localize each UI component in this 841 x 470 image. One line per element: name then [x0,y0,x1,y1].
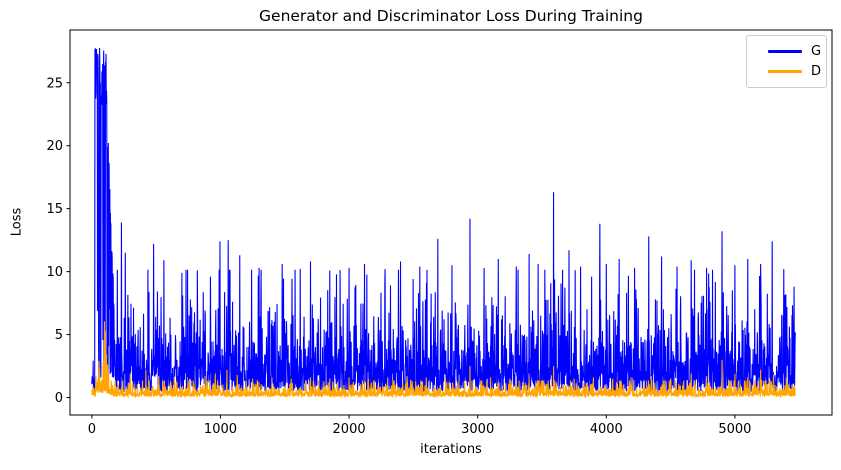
x-tick-label: 2000 [333,422,366,437]
series-D-line [91,321,796,399]
legend-label-g: G [811,44,822,59]
legend-label-d: D [811,64,822,79]
legend-entry-g: G [768,45,826,58]
y-tick-label: 20 [46,139,63,154]
x-tick-label: 0 [88,422,96,437]
y-axis-label-text: Loss [9,207,25,237]
y-tick-label: 0 [55,391,63,406]
series-G-line [91,47,796,395]
x-tick-label: 3000 [461,422,494,437]
legend-line-d-swatch [768,70,802,73]
x-tick-label: 5000 [718,422,751,437]
x-tick-label: 4000 [590,422,623,437]
legend: G D [746,35,827,88]
plot-border [69,29,833,416]
chart-title: Generator and Discriminator Loss During … [259,7,643,25]
y-tick-label: 15 [46,202,63,217]
x-axis-label: iterations [420,442,482,457]
legend-entry-d: D [768,65,826,78]
x-tick-label: 1000 [204,422,237,437]
y-tick-label: 5 [55,328,63,343]
y-tick-label: 25 [46,76,63,91]
y-tick-label: 10 [46,265,63,280]
legend-line-g-swatch [768,50,802,53]
